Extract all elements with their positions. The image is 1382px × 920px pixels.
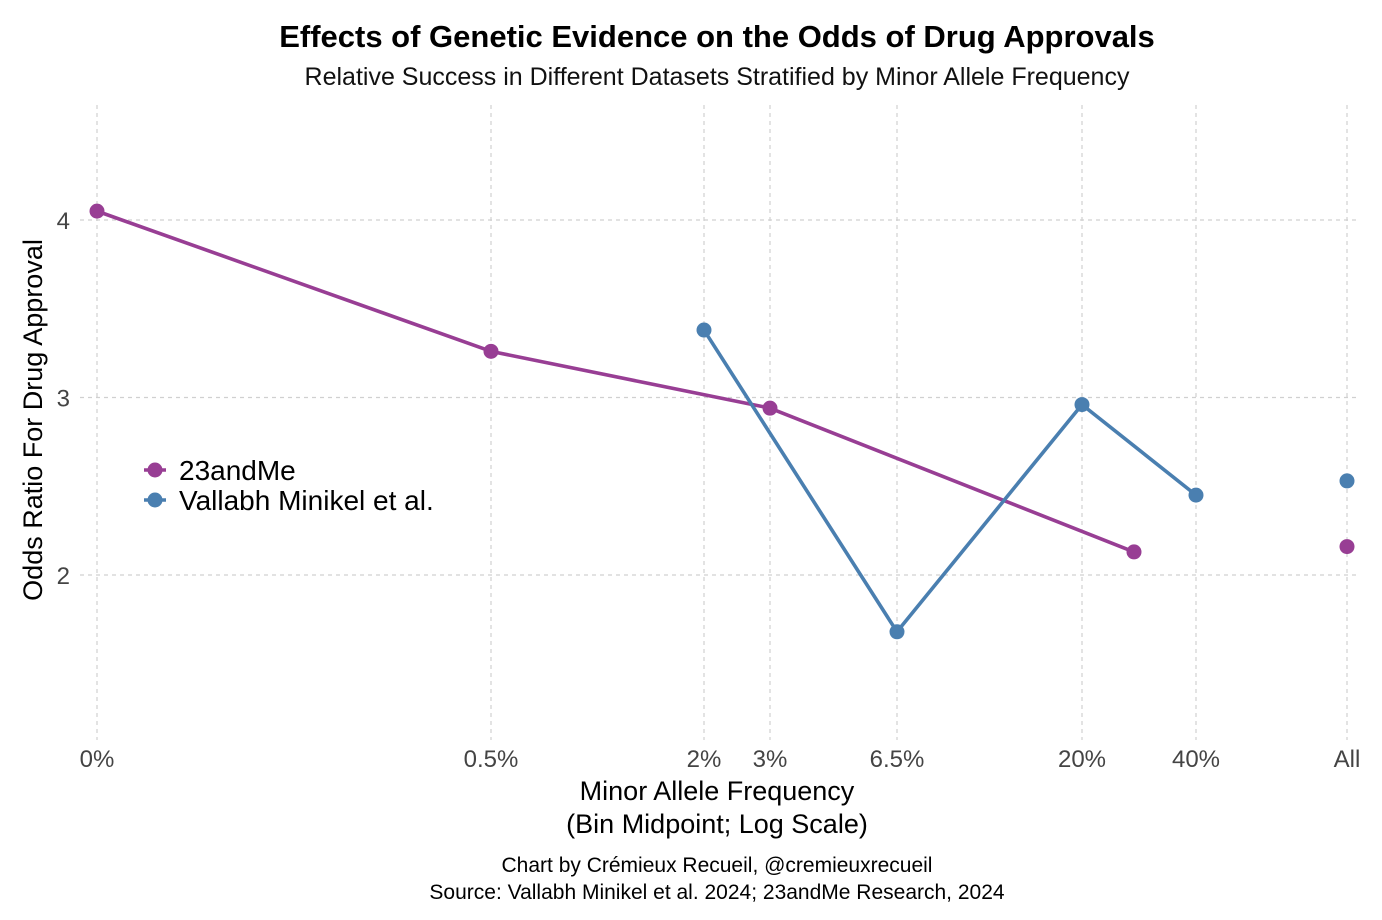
legend-key-point (147, 492, 163, 508)
x-tick-label: 3% (753, 746, 788, 773)
x-tick-label: 0.5% (464, 746, 519, 773)
chart-title: Effects of Genetic Evidence on the Odds … (279, 19, 1155, 54)
data-point (762, 400, 778, 416)
series-0 (89, 203, 1355, 560)
series-line (96, 209, 1135, 554)
legend-key-point (147, 462, 163, 478)
series-1 (696, 322, 1355, 640)
data-point (1188, 487, 1204, 503)
x-tick-label: All (1334, 746, 1361, 773)
legend-label: 23andMe (179, 455, 296, 486)
data-point (1126, 544, 1142, 560)
data-point (1339, 473, 1355, 489)
legend-item: Vallabh Minikel et al. (144, 485, 434, 516)
y-tick-label: 4 (57, 208, 70, 235)
y-tick-label: 3 (57, 386, 70, 413)
data-point (89, 203, 105, 219)
x-tick-label: 40% (1172, 746, 1220, 773)
caption-source: Source: Vallabh Minikel et al. 2024; 23a… (429, 881, 1004, 904)
x-axis-ticks: 0% 0.5% 2% 3% 6.5% 20% 40% All (80, 746, 1361, 773)
series-layer (89, 203, 1355, 640)
x-axis-title-line2: (Bin Midpoint; Log Scale) (566, 809, 868, 839)
x-tick-label: 0% (80, 746, 115, 773)
x-tick-label: 6.5% (870, 746, 925, 773)
y-axis-ticks: 2 3 4 (57, 208, 70, 590)
series-line (702, 329, 1198, 634)
legend-label: Vallabh Minikel et al. (179, 485, 434, 516)
x-tick-label: 2% (687, 746, 722, 773)
data-point (1074, 397, 1090, 413)
caption-credit: Chart by Crémieux Recueil, @cremieuxrecu… (502, 854, 933, 877)
x-axis-title-line1: Minor Allele Frequency (580, 776, 855, 806)
data-point (696, 322, 712, 338)
data-point (1339, 539, 1355, 555)
chart-subtitle: Relative Success in Different Datasets S… (305, 63, 1130, 91)
data-point (483, 343, 499, 359)
data-point (889, 624, 905, 640)
y-axis-title: Odds Ratio For Drug Approval (18, 239, 48, 601)
y-tick-label: 2 (57, 563, 70, 590)
legend-item: 23andMe (144, 455, 296, 486)
x-tick-label: 20% (1058, 746, 1106, 773)
grid-lines (80, 105, 1360, 740)
